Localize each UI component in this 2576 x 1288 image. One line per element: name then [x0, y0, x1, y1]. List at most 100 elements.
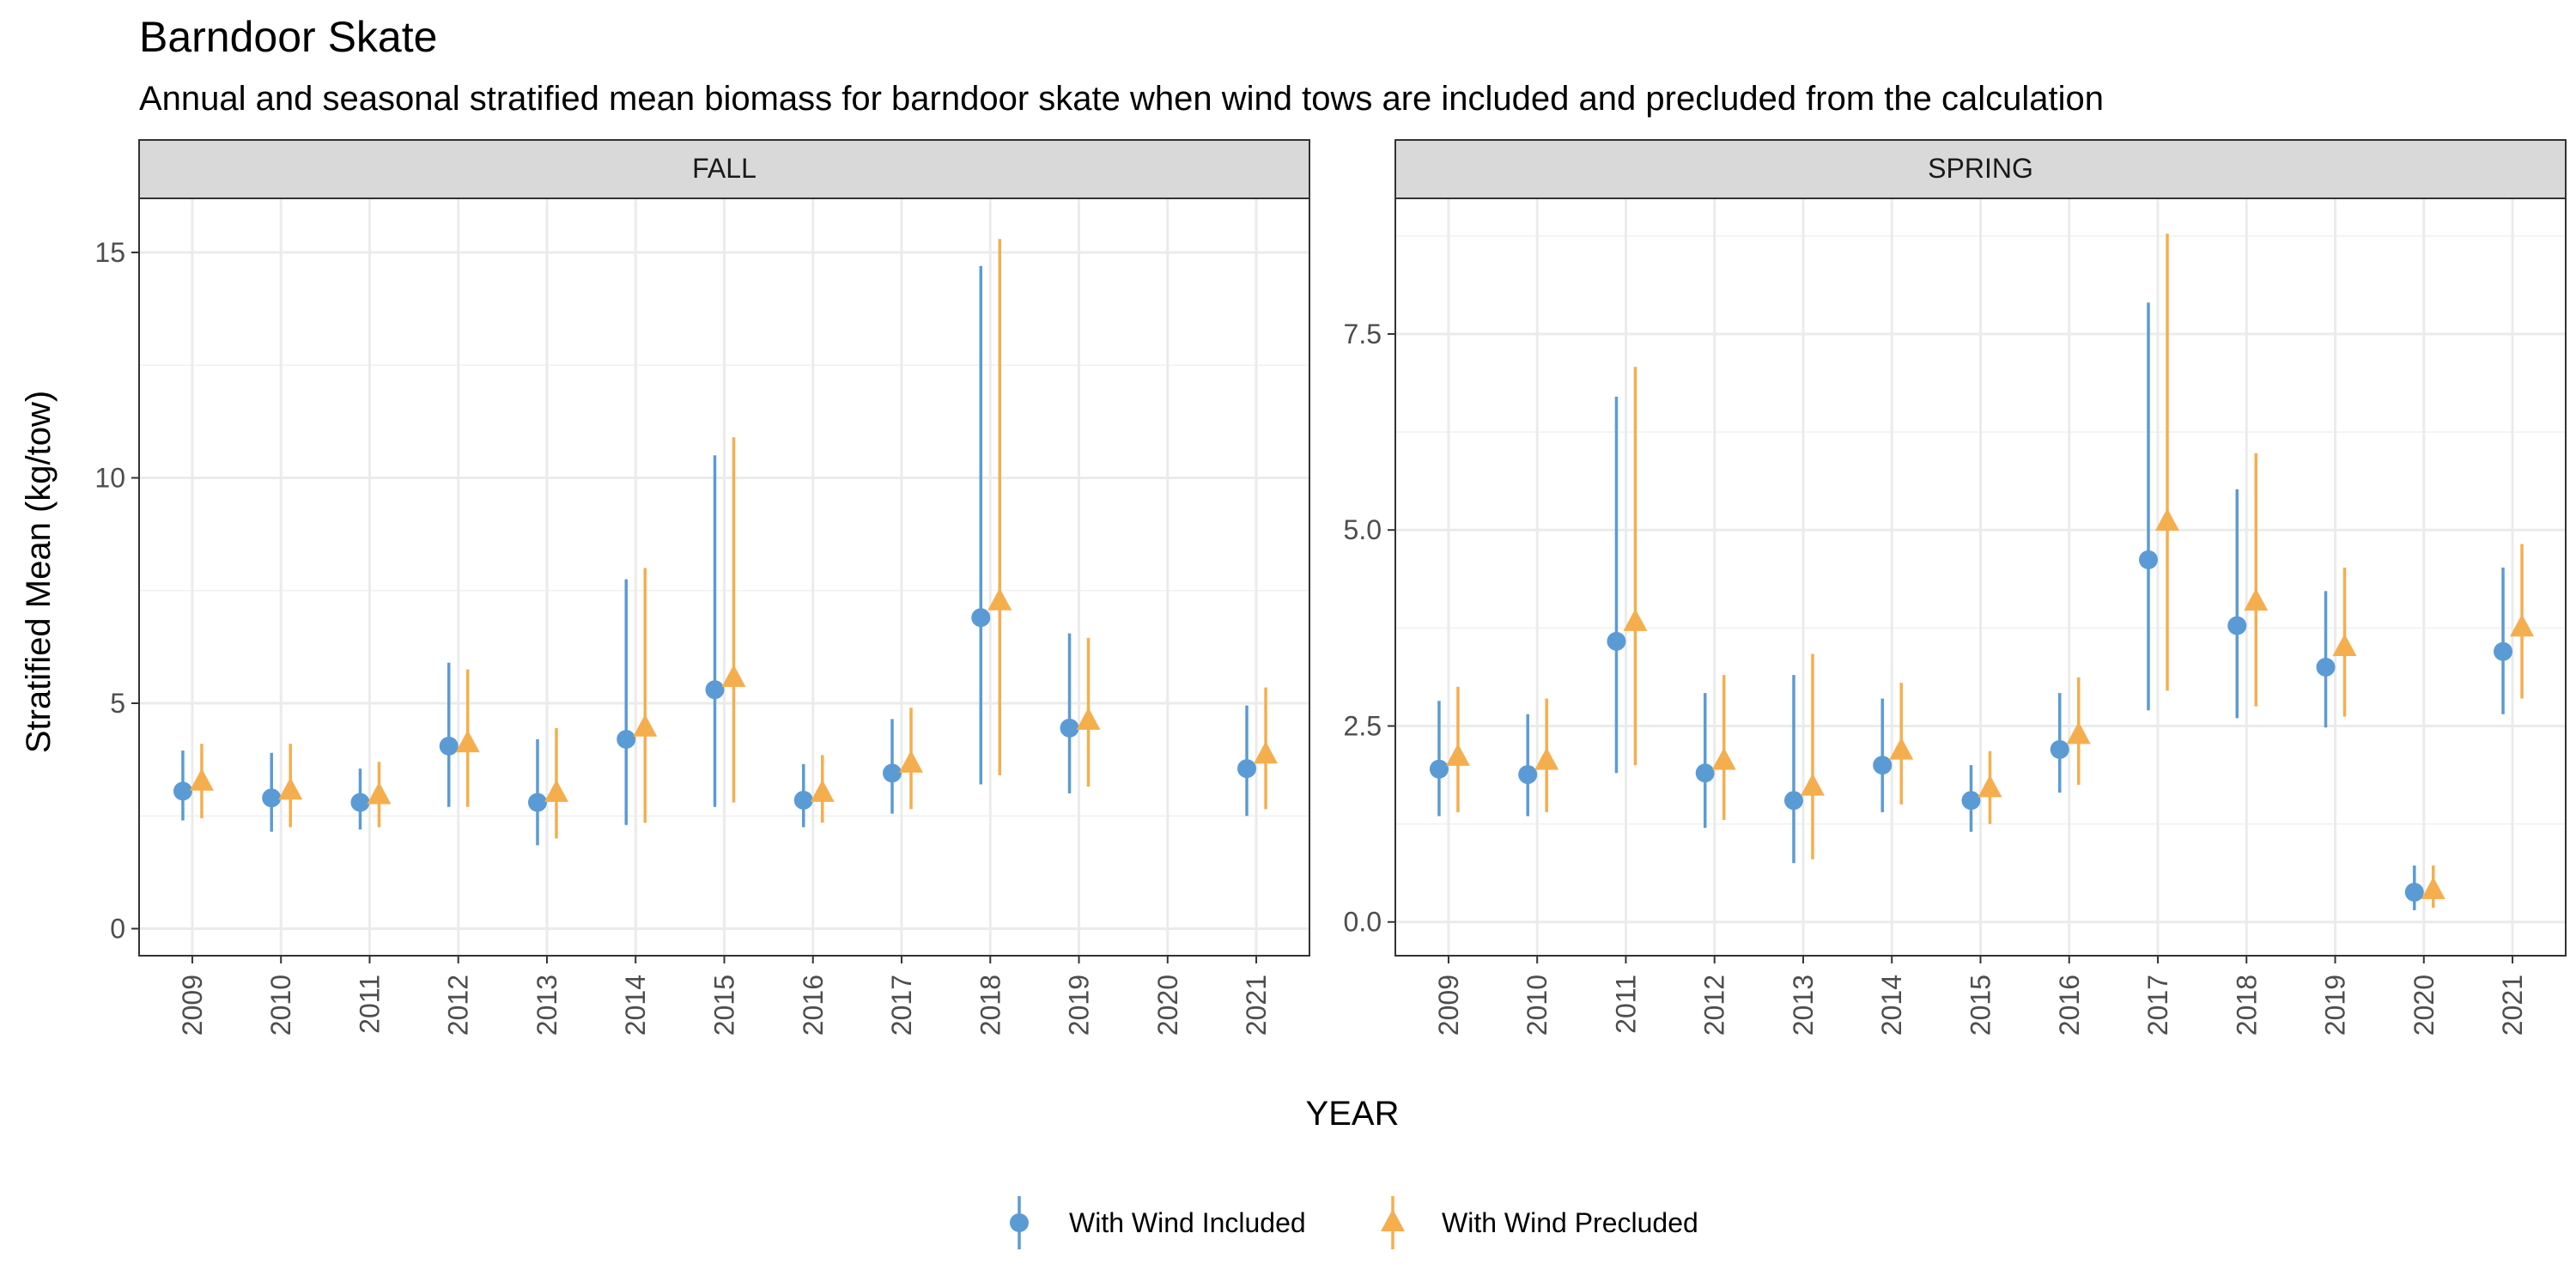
data-point [899, 750, 924, 773]
x-tick-label: 2009 [177, 975, 208, 1036]
series-wind-precluded [1445, 234, 2535, 908]
data-point [2421, 877, 2445, 900]
facet-strip [1394, 139, 2567, 199]
x-tick-label: 2012 [443, 975, 474, 1036]
data-point [2139, 550, 2159, 569]
data-point [1445, 743, 1470, 766]
data-point [527, 793, 547, 812]
x-tick-label: 2021 [2497, 975, 2528, 1036]
facet-panels: FALL 0 5 10 15 2009 2010 2011 2012 2013 2014 2015 20… [94, 139, 2567, 1036]
x-tick-label: 2010 [1522, 975, 1552, 1036]
data-point [1800, 773, 1825, 796]
data-point [2510, 614, 2535, 637]
data-point [455, 730, 480, 753]
data-point [2494, 641, 2513, 661]
series-wind-included [1429, 302, 2513, 911]
data-point [173, 781, 192, 801]
panel-border [138, 197, 1310, 957]
data-point [278, 777, 303, 800]
data-point [2332, 634, 2357, 657]
y-tick-label: 5 [110, 688, 125, 719]
data-point [1873, 756, 1893, 775]
data-point [1534, 747, 1559, 770]
y-tick-label: 15 [94, 237, 125, 268]
y-tick-label: 10 [94, 463, 125, 494]
data-point [1711, 747, 1736, 770]
data-point [544, 779, 568, 802]
data-point [1978, 775, 2002, 798]
data-point [1060, 718, 1079, 738]
data-point [617, 730, 636, 749]
chart-title: Barndoor Skate [139, 13, 437, 61]
data-point [2066, 721, 2091, 744]
facet-strip [138, 139, 1310, 199]
y-tick-label: 2.5 [1344, 710, 1382, 741]
data-point [971, 608, 991, 628]
panel-border [1394, 197, 2567, 957]
data-point [2404, 883, 2424, 902]
x-tick-label: 2017 [886, 975, 917, 1036]
x-tick-label: 2014 [620, 975, 651, 1036]
facet-panel-fall: FALL 0 5 10 15 2009 2010 2011 2012 2013 2014 2015 20… [94, 139, 1310, 1036]
y-tick-label: 0.0 [1344, 907, 1382, 938]
data-point [262, 788, 282, 808]
x-tick-label: 2011 [354, 975, 385, 1034]
x-tick-label: 2018 [975, 975, 1005, 1036]
data-point [350, 793, 370, 812]
x-tick-label: 2020 [2409, 975, 2439, 1036]
data-point [1607, 631, 1626, 651]
legend: With Wind Included With Wind Precluded [1010, 1196, 1698, 1249]
legend-key-triangle [1381, 1209, 1405, 1231]
data-point [2316, 658, 2336, 677]
data-point [705, 680, 725, 700]
facet-panel-spring: SPRING 0.0 2.5 5.0 7.5 2009 2010 2011 2012 2013 20… [1344, 139, 2567, 1036]
x-tick-label: 2015 [1965, 975, 1996, 1036]
x-tick-label: 2015 [709, 975, 740, 1036]
y-tick-label: 0 [110, 914, 125, 945]
chart-subtitle: Annual and seasonal stratified mean biom… [139, 80, 2104, 118]
x-tick-label: 2020 [1152, 975, 1183, 1036]
data-point [2155, 507, 2180, 531]
x-tick-label: 2016 [798, 975, 829, 1036]
data-point [1695, 763, 1715, 783]
x-tick-label: 2019 [1064, 975, 1095, 1036]
facet-strip-label: FALL [692, 153, 756, 184]
data-point [1254, 741, 1279, 764]
data-point [1889, 737, 1914, 760]
x-tick-label: 2016 [2054, 975, 2085, 1036]
x-tick-label: 2018 [2231, 975, 2262, 1036]
x-tick-label: 2021 [1241, 975, 1272, 1036]
data-point [367, 781, 392, 805]
legend-item-wind-precluded: With Wind Precluded [1381, 1196, 1698, 1249]
y-tick-label: 7.5 [1344, 319, 1382, 349]
data-point [1076, 707, 1101, 730]
data-point [439, 736, 459, 756]
data-point [1237, 759, 1257, 779]
data-point [1961, 791, 1981, 811]
y-axis-title: Stratified Mean (kg/tow) [20, 391, 58, 753]
data-point [721, 665, 746, 688]
series-wind-included [173, 265, 1257, 846]
data-point [1783, 791, 1803, 811]
data-point [810, 779, 835, 802]
x-tick-label: 2013 [532, 975, 562, 1036]
data-point [2227, 616, 2247, 635]
data-point [1429, 759, 1449, 779]
x-tick-label: 2011 [1610, 975, 1641, 1034]
legend-label: With Wind Included [1069, 1207, 1306, 1238]
series-wind-precluded [189, 239, 1279, 839]
x-tick-label: 2010 [265, 975, 296, 1036]
data-point [1623, 608, 1648, 631]
data-point [1518, 765, 1538, 785]
x-tick-label: 2012 [1699, 975, 1730, 1036]
x-tick-label: 2017 [2142, 975, 2173, 1036]
x-axis-title: YEAR [1306, 1095, 1400, 1133]
x-tick-label: 2019 [2320, 975, 2351, 1036]
facet-strip-label: SPRING [1928, 153, 2033, 184]
x-tick-label: 2013 [1788, 975, 1819, 1036]
y-tick-label: 5.0 [1344, 514, 1382, 545]
data-point [2050, 739, 2069, 759]
data-point [2244, 588, 2269, 611]
x-tick-label: 2009 [1433, 975, 1464, 1036]
